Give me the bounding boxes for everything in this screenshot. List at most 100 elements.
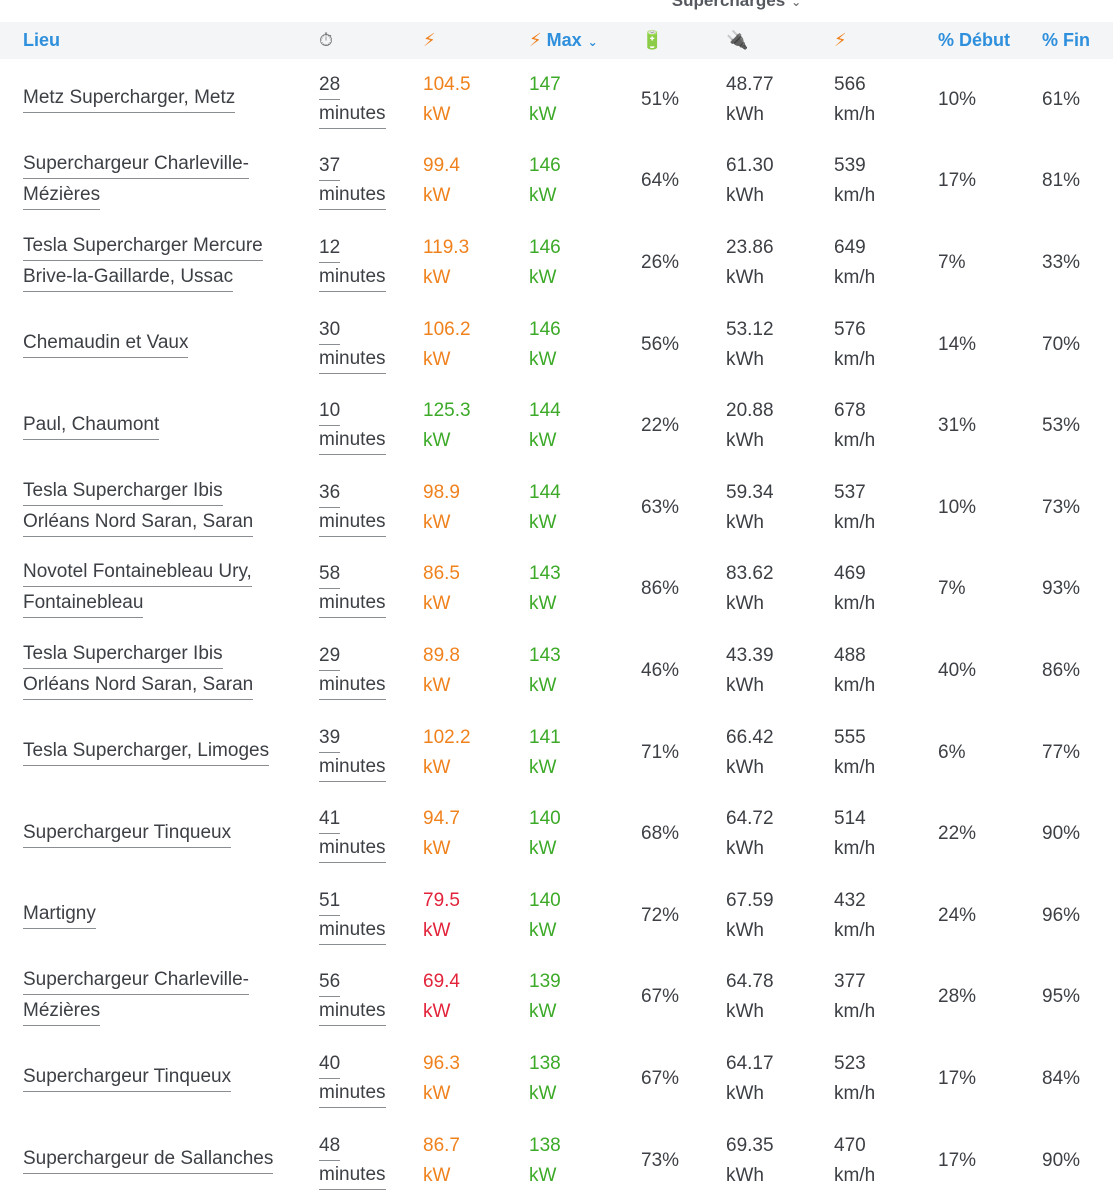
lightning-icon: ⚡ <box>529 30 542 50</box>
place-link-line[interactable]: Mézières <box>23 997 101 1027</box>
place-link-line[interactable]: Tesla Supercharger Ibis <box>23 477 223 506</box>
place-link-line[interactable]: Superchargeur Charleville- <box>23 966 249 996</box>
duration-unit[interactable]: minutes <box>319 426 386 456</box>
range-rate-unit: km/h <box>834 1001 876 1023</box>
max-power-value: 141 <box>529 726 561 748</box>
avg-power-unit: kW <box>423 511 451 533</box>
duration-value[interactable]: 51 <box>319 887 341 916</box>
column-header-start[interactable]: % Début <box>938 30 1010 50</box>
place-link-line[interactable]: Superchargeur Tinqueux <box>23 1063 232 1093</box>
duration-value[interactable]: 37 <box>319 152 341 182</box>
duration-value[interactable]: 28 <box>319 71 341 100</box>
duration-unit[interactable]: minutes <box>319 671 386 700</box>
lightning-icon[interactable]: ⚡ <box>834 30 847 50</box>
start-pct-value: 24% <box>938 904 977 926</box>
duration-unit[interactable]: minutes <box>319 1079 386 1108</box>
end-pct-cell: 86% <box>1042 630 1112 712</box>
place-link-line[interactable]: Fontainebleau <box>23 589 144 619</box>
place-link-line[interactable]: Novotel Fontainebleau Ury, <box>23 558 252 588</box>
max-power-unit: kW <box>529 593 557 615</box>
avg-power-value: 96.3 <box>423 1052 460 1074</box>
page-title[interactable]: Supercharges ⌄ <box>0 0 1113 11</box>
duration-value[interactable]: 30 <box>319 316 341 345</box>
place-link-line[interactable]: Orléans Nord Saran, Saran <box>23 508 254 537</box>
duration-unit[interactable]: minutes <box>319 589 386 619</box>
place-link-line[interactable]: Orléans Nord Saran, Saran <box>23 671 254 700</box>
avg-power-unit: kW <box>423 838 451 860</box>
column-header-end[interactable]: % Fin <box>1042 30 1090 50</box>
energy-cell: 64.72 kWh <box>726 793 816 875</box>
page-title-label: Supercharges <box>671 0 786 10</box>
start-pct-value: 7% <box>938 578 966 600</box>
end-pct-value: 86% <box>1042 659 1081 681</box>
max-power-value: 147 <box>529 73 561 95</box>
lightning-icon[interactable]: ⚡ <box>423 30 436 50</box>
max-power-unit: kW <box>529 185 557 207</box>
place-link-line[interactable]: Chemaudin et Vaux <box>23 329 189 359</box>
table-row: Superchargeur Charleville- Mézières 56 mi… <box>0 957 1113 1039</box>
duration-unit[interactable]: minutes <box>319 1161 386 1190</box>
duration-unit[interactable]: minutes <box>319 263 386 292</box>
place-link-line[interactable]: Tesla Supercharger, Limoges <box>23 737 270 767</box>
soc-added-value: 64% <box>641 170 680 192</box>
duration-value[interactable]: 29 <box>319 642 341 671</box>
soc-added-cell: 64% <box>641 141 711 223</box>
stopwatch-icon[interactable]: ⏱ <box>319 30 334 50</box>
battery-icon[interactable]: 🔋 <box>641 30 664 50</box>
duration-value[interactable]: 40 <box>319 1050 341 1079</box>
duration-unit[interactable]: minutes <box>319 997 386 1027</box>
duration-value[interactable]: 41 <box>319 805 341 835</box>
duration-value[interactable]: 58 <box>319 560 341 590</box>
duration-value[interactable]: 36 <box>319 479 341 508</box>
max-power-unit: kW <box>529 430 557 452</box>
duration-value[interactable]: 56 <box>319 968 341 998</box>
column-header-max-label: Max <box>546 30 582 50</box>
place-link-line[interactable]: Superchargeur Charleville- <box>23 150 249 180</box>
duration-value[interactable]: 12 <box>319 234 341 263</box>
end-pct-cell: 73% <box>1042 467 1112 549</box>
table-row: Tesla Supercharger Ibis Orléans Nord Sara… <box>0 467 1113 549</box>
place-link-line[interactable]: Martigny <box>23 900 96 930</box>
max-power-cell: 138 kW <box>529 1038 619 1120</box>
place-cell: Superchargeur Charleville- Mézières <box>23 141 303 223</box>
start-pct-cell: 10% <box>938 467 1018 549</box>
duration-unit[interactable]: minutes <box>319 916 386 945</box>
duration-value[interactable]: 39 <box>319 724 341 753</box>
duration-unit[interactable]: minutes <box>319 834 386 864</box>
energy-unit: kWh <box>726 430 764 452</box>
range-rate-cell: 678 km/h <box>834 385 924 467</box>
place-link-line[interactable]: Tesla Supercharger Ibis <box>23 640 223 669</box>
duration-unit[interactable]: minutes <box>319 100 386 129</box>
place-link-line[interactable]: Superchargeur Tinqueux <box>23 819 232 848</box>
duration-value[interactable]: 10 <box>319 397 341 427</box>
place-cell: Tesla Supercharger, Limoges <box>23 712 303 794</box>
duration-cell: 37 minutes <box>319 141 409 223</box>
column-header-max[interactable]: ⚡ Max ⌄ <box>529 22 598 59</box>
place-link-line[interactable]: Paul, Chaumont <box>23 411 160 440</box>
max-power-unit: kW <box>529 266 557 288</box>
duration-unit[interactable]: minutes <box>319 508 386 537</box>
place-link-line[interactable]: Brive-la-Gaillarde, Ussac <box>23 263 234 292</box>
column-header-place[interactable]: Lieu <box>23 30 61 50</box>
end-pct-value: 93% <box>1042 578 1081 600</box>
place-link-line[interactable]: Tesla Supercharger Mercure <box>23 232 263 261</box>
duration-unit[interactable]: minutes <box>319 753 386 782</box>
duration-value[interactable]: 48 <box>319 1132 341 1161</box>
place-link-line[interactable]: Mézières <box>23 181 101 211</box>
start-pct-value: 10% <box>938 496 977 518</box>
soc-added-cell: 56% <box>641 304 711 386</box>
range-rate-value: 539 <box>834 155 866 177</box>
end-pct-cell: 61% <box>1042 59 1112 141</box>
energy-unit: kWh <box>726 1164 764 1186</box>
place-link-line[interactable]: Metz Supercharger, Metz <box>23 84 236 114</box>
range-rate-value: 488 <box>834 644 866 666</box>
duration-unit[interactable]: minutes <box>319 345 386 374</box>
plug-icon[interactable]: 🔌 <box>726 30 749 50</box>
soc-added-value: 22% <box>641 415 680 437</box>
place-link-line[interactable]: Superchargeur de Sallanches <box>23 1145 274 1175</box>
duration-cell: 51 minutes <box>319 875 409 957</box>
energy-cell: 23.86 kWh <box>726 222 816 304</box>
start-pct-cell: 17% <box>938 1038 1018 1120</box>
duration-unit[interactable]: minutes <box>319 181 386 211</box>
avg-power-value: 94.7 <box>423 808 460 830</box>
